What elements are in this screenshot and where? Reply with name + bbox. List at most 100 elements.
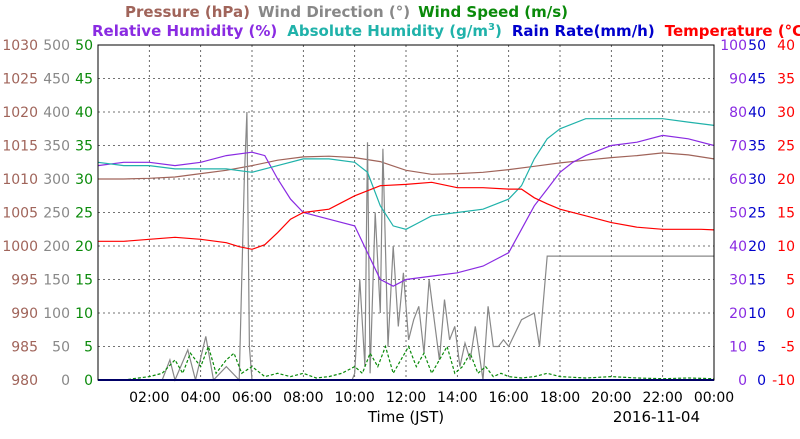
humidity-tick-label: 90 [729, 72, 747, 88]
wind-speed-tick-label: 45 [75, 72, 93, 88]
x-tick-label: 00:00 [694, 390, 734, 406]
wind-direction-tick-label: 500 [43, 38, 70, 54]
pressure-tick-label: 1015 [2, 139, 38, 155]
date-label: 2016-11-04 [613, 408, 700, 426]
pressure-tick-label: 1005 [2, 206, 38, 222]
x-tick-label: 12:00 [386, 390, 426, 406]
grid-layer [98, 45, 714, 380]
humidity-tick-label: 30 [729, 273, 747, 289]
wind-direction-tick-label: 150 [43, 273, 70, 289]
legend-entry: Rain Rate(mm/h) [512, 22, 655, 40]
series-line-temperature [98, 181, 715, 250]
pressure-tick-label: 1010 [2, 172, 38, 188]
temperature-tick-label: 20 [777, 172, 795, 188]
pressure-tick-label: 995 [11, 273, 38, 289]
series-line-humidity [97, 134, 715, 287]
humidity-tick-label: 100 [720, 38, 747, 54]
wind-speed-tick-label: 20 [75, 239, 93, 255]
wind-speed-tick-label: 25 [75, 206, 93, 222]
legend-entry: Temperature (°C) [665, 22, 800, 40]
temperature-tick-label: 0 [786, 306, 795, 322]
wind-speed-tick-label: 35 [75, 139, 93, 155]
rain-rate-tick-label: 30 [748, 172, 766, 188]
rain-rate-tick-label: 40 [748, 105, 766, 121]
wind-direction-tick-label: 300 [43, 172, 70, 188]
x-tick-label: 16:00 [488, 390, 528, 406]
pressure-tick-label: 980 [11, 373, 38, 389]
humidity-tick-label: 80 [729, 105, 747, 121]
temperature-tick-label: -5 [781, 340, 795, 356]
legend-layer: Pressure (hPa) Wind Direction (°) Wind Spe… [92, 3, 800, 40]
rain-rate-tick-label: 25 [748, 206, 766, 222]
temperature-tick-label: 30 [777, 105, 795, 121]
x-tick-label: 18:00 [540, 390, 580, 406]
rain-rate-tick-label: 35 [748, 139, 766, 155]
wind-direction-tick-label: 400 [43, 105, 70, 121]
pressure-tick-label: 1030 [2, 38, 38, 54]
wind-speed-tick-label: 10 [75, 306, 93, 322]
humidity-tick-label: 10 [729, 340, 747, 356]
rain-rate-tick-label: 45 [748, 72, 766, 88]
wind-direction-tick-label: 100 [43, 306, 70, 322]
wind-speed-tick-label: 0 [84, 373, 93, 389]
wind-direction-tick-label: 50 [52, 340, 70, 356]
series-line-humidity [97, 118, 715, 230]
wind-speed-tick-label: 15 [75, 273, 93, 289]
x-tick-label: 06:00 [232, 390, 272, 406]
x-tick-label: 20:00 [591, 390, 631, 406]
x-tick-label: 02:00 [129, 390, 169, 406]
rain-rate-tick-label: 15 [748, 273, 766, 289]
temperature-tick-label: 5 [786, 273, 795, 289]
rain-rate-tick-label: 50 [748, 38, 766, 54]
pressure-tick-label: 1025 [2, 72, 38, 88]
series-line-pressure [98, 152, 715, 180]
pressure-tick-label: 1000 [2, 239, 38, 255]
humidity-tick-label: 40 [729, 239, 747, 255]
temperature-tick-label: 35 [777, 72, 795, 88]
x-axis-title: Time (JST) [367, 408, 444, 426]
pressure-tick-label: 990 [11, 306, 38, 322]
humidity-tick-label: 20 [729, 306, 747, 322]
wind-direction-tick-label: 200 [43, 239, 70, 255]
axis-layer: 02:00 04:00 06:00 08:00 10:00 12:00 14:00 16:00… [2, 38, 795, 406]
rain-rate-tick-label: 10 [748, 306, 766, 322]
series-line-wind-direction [98, 111, 714, 382]
x-tick-label: 08:00 [283, 390, 323, 406]
legend-entry: Wind Direction (°) [258, 3, 410, 21]
plot-frame [97, 44, 715, 381]
rain-rate-tick-label: 5 [757, 340, 766, 356]
wind-direction-tick-label: 450 [43, 72, 70, 88]
legend-entry: Absolute Humidity (g/m3) [287, 22, 502, 40]
wind-direction-tick-label: 0 [61, 373, 70, 389]
x-tick-label: 04:00 [180, 390, 220, 406]
x-tick-label: 14:00 [437, 390, 477, 406]
pressure-tick-label: 985 [11, 340, 38, 356]
rain-rate-tick-label: 0 [757, 373, 766, 389]
x-tick-label: 22:00 [642, 390, 682, 406]
humidity-tick-label: 70 [729, 139, 747, 155]
wind-direction-tick-label: 250 [43, 206, 70, 222]
rain-rate-tick-label: 20 [748, 239, 766, 255]
humidity-tick-label: 50 [729, 206, 747, 222]
temperature-tick-label: 25 [777, 139, 795, 155]
temperature-tick-label: 15 [777, 206, 795, 222]
wind-speed-tick-label: 30 [75, 172, 93, 188]
humidity-tick-label: 60 [729, 172, 747, 188]
temperature-tick-label: 40 [777, 38, 795, 54]
pressure-tick-label: 1020 [2, 105, 38, 121]
temperature-tick-label: 10 [777, 239, 795, 255]
legend-entry: Relative Humidity (%) [92, 22, 277, 40]
wind-speed-tick-label: 5 [84, 340, 93, 356]
wind-direction-tick-label: 350 [43, 139, 70, 155]
legend-entry: Wind Speed (m/s) [418, 3, 568, 21]
temperature-tick-label: -10 [772, 373, 795, 389]
legend-entry: Pressure (hPa) [125, 3, 250, 21]
series-line-wind-speed [98, 344, 715, 381]
wind-speed-tick-label: 50 [75, 38, 93, 54]
x-tick-label: 10:00 [334, 390, 374, 406]
wind-speed-tick-label: 40 [75, 105, 93, 121]
humidity-tick-label: 0 [738, 373, 747, 389]
